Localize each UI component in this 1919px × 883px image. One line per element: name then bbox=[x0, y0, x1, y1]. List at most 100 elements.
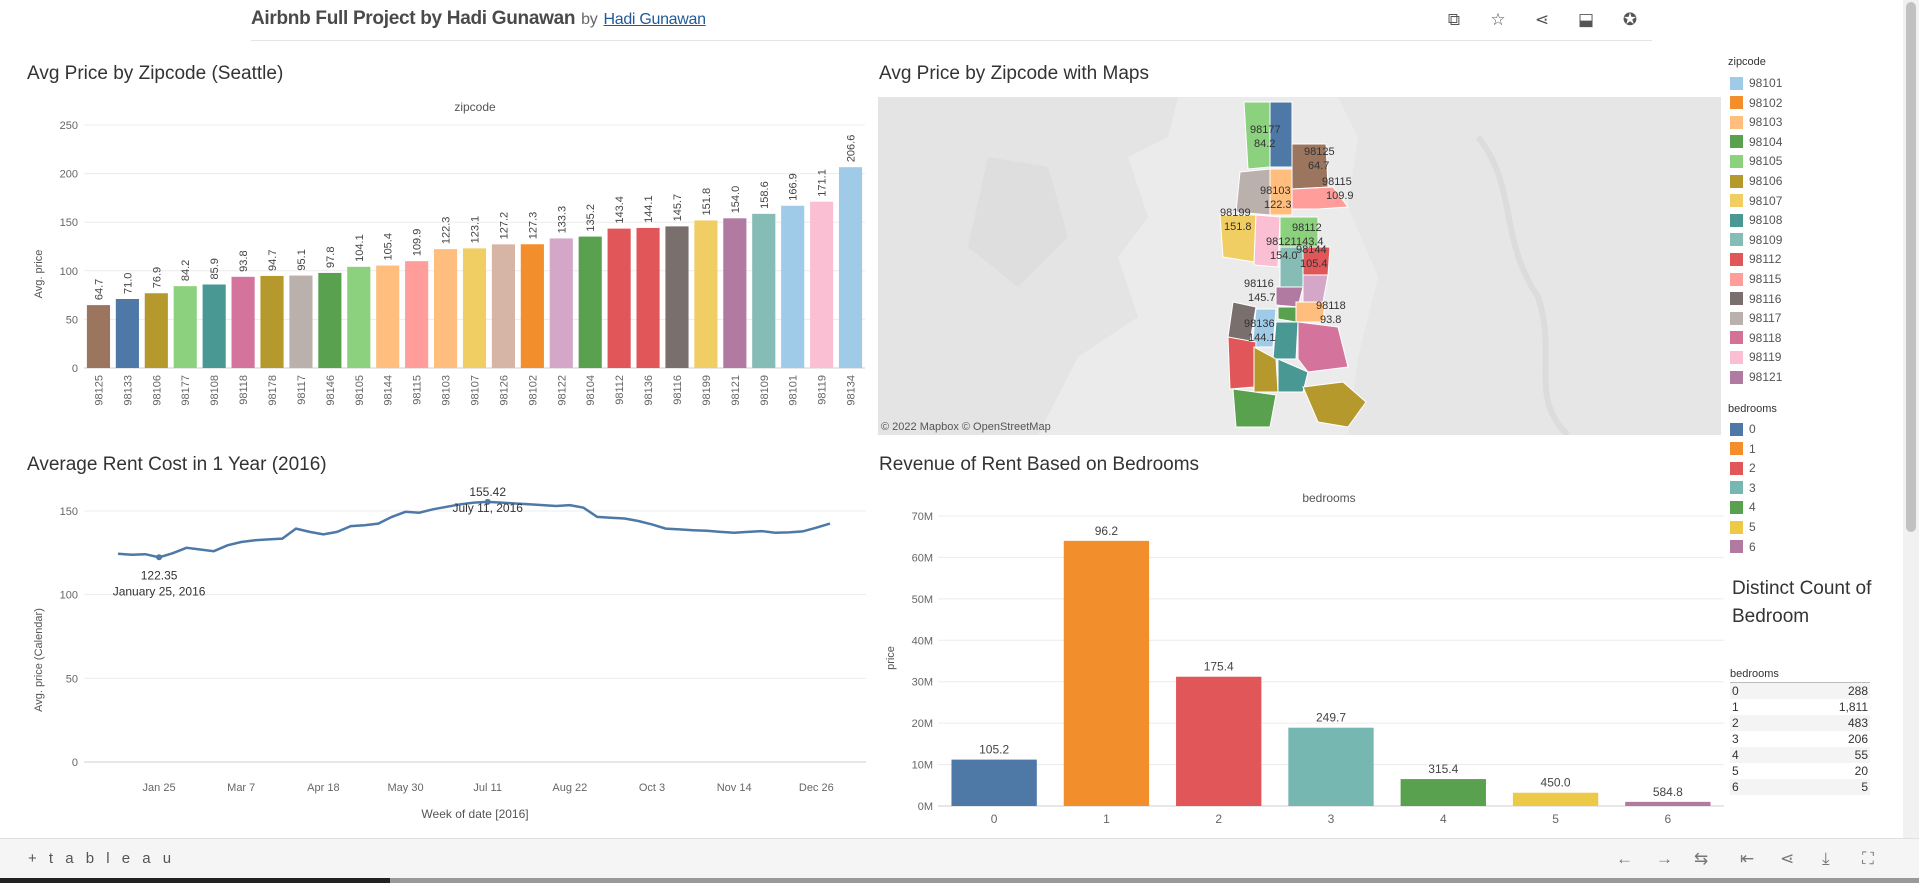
scrollbar-thumb[interactable] bbox=[1906, 2, 1916, 532]
map-zip-region[interactable] bbox=[1302, 274, 1329, 303]
zip-xtick-label: 98109 bbox=[759, 375, 771, 406]
map-zip-region[interactable] bbox=[1232, 388, 1277, 428]
bed-bar[interactable] bbox=[1288, 727, 1374, 806]
zip-bar-value-label: 166.9 bbox=[788, 173, 800, 201]
zip-bar[interactable] bbox=[173, 286, 197, 368]
zipcode-legend-item[interactable]: 98101 bbox=[1730, 74, 1782, 92]
map-zip-region[interactable] bbox=[1269, 168, 1293, 216]
zip-bar[interactable] bbox=[289, 275, 313, 368]
zip-bar[interactable] bbox=[405, 261, 429, 368]
zipcode-legend-item[interactable]: 98102 bbox=[1730, 94, 1782, 112]
redo-icon[interactable]: → bbox=[1656, 849, 1673, 868]
bed-bar[interactable] bbox=[1625, 801, 1711, 806]
zipcode-legend-item[interactable]: 98108 bbox=[1730, 211, 1782, 229]
map-zip-region[interactable] bbox=[1297, 321, 1349, 373]
bed-ytick-label: 10M bbox=[912, 760, 933, 772]
map-zip-label: 98125 bbox=[1304, 146, 1335, 158]
zip-bar[interactable] bbox=[578, 236, 602, 368]
undo-icon[interactable]: ← bbox=[1616, 849, 1633, 868]
map-zip-region[interactable] bbox=[1277, 358, 1309, 393]
zip-bar[interactable] bbox=[202, 284, 226, 368]
bedrooms-legend-item[interactable]: 1 bbox=[1730, 440, 1756, 458]
revert-all-icon[interactable]: ⇤ bbox=[1740, 849, 1755, 868]
map-zip-region[interactable] bbox=[1251, 308, 1277, 348]
zip-bar[interactable] bbox=[810, 201, 834, 368]
line-ytick-label: 100 bbox=[60, 590, 78, 602]
line-annotation-point[interactable] bbox=[156, 554, 163, 561]
fullscreen-icon[interactable]: ⛶ bbox=[1862, 849, 1874, 868]
copy-icon[interactable]: ⧉ bbox=[1447, 10, 1461, 29]
zipcode-legend-item[interactable]: 98109 bbox=[1730, 231, 1782, 249]
zip-xtick-label: 98126 bbox=[498, 375, 510, 406]
zip-bar[interactable] bbox=[86, 305, 111, 368]
zip-bar[interactable] bbox=[781, 205, 805, 368]
bed-bar[interactable] bbox=[951, 759, 1037, 806]
zipcode-legend-item[interactable]: 98105 bbox=[1730, 152, 1782, 170]
zipcode-legend-item[interactable]: 98117 bbox=[1730, 309, 1781, 327]
zipcode-legend-item[interactable]: 98103 bbox=[1730, 113, 1782, 131]
zip-bar[interactable] bbox=[115, 298, 139, 368]
line-annotation-point[interactable] bbox=[484, 498, 491, 505]
header-divider bbox=[251, 40, 1652, 41]
bedrooms-legend-swatch bbox=[1730, 481, 1743, 495]
zipcode-legend-item[interactable]: 98115 bbox=[1730, 270, 1781, 288]
zipcode-legend-item[interactable]: 98104 bbox=[1730, 133, 1782, 151]
zip-bar[interactable] bbox=[347, 266, 371, 368]
footer-share-icon[interactable]: ⋖ bbox=[1780, 849, 1795, 868]
zip-bar[interactable] bbox=[665, 226, 689, 368]
zip-bar[interactable] bbox=[434, 249, 458, 368]
author-link[interactable]: Hadi Gunawan bbox=[603, 11, 706, 28]
zip-bar[interactable] bbox=[636, 227, 660, 368]
zip-xtick-label: 98133 bbox=[122, 375, 134, 406]
zip-bar[interactable] bbox=[318, 272, 342, 368]
line-series-path[interactable] bbox=[117, 500, 831, 559]
map-zip-region[interactable] bbox=[1227, 336, 1257, 390]
zipcode-legend-item[interactable]: 98119 bbox=[1730, 348, 1781, 366]
bedrooms-legend-item[interactable]: 3 bbox=[1730, 479, 1756, 497]
zip-bar[interactable] bbox=[231, 276, 255, 368]
download-icon[interactable]: ⤓ bbox=[1822, 849, 1830, 868]
zip-bar[interactable] bbox=[491, 244, 515, 368]
zip-bar[interactable] bbox=[520, 244, 544, 368]
bedrooms-legend-item[interactable]: 4 bbox=[1730, 498, 1756, 516]
map-zip-region[interactable] bbox=[1302, 381, 1367, 428]
map-zip-region[interactable] bbox=[1272, 321, 1299, 360]
zipcode-legend-item[interactable]: 98107 bbox=[1730, 192, 1782, 210]
distinct-count-row: 0 288 bbox=[1730, 683, 1870, 699]
badge-icon[interactable]: ✪ bbox=[1622, 10, 1638, 29]
zip-bar[interactable] bbox=[144, 293, 168, 368]
zip-ytick-label: 100 bbox=[60, 266, 78, 278]
zip-bar-value-label: 154.0 bbox=[730, 186, 742, 214]
zip-bar[interactable] bbox=[694, 220, 718, 368]
zip-bar[interactable] bbox=[260, 275, 284, 368]
bed-bar[interactable] bbox=[1176, 676, 1262, 806]
zipcode-map[interactable]: 98177 84.2 98125 64.7 98115 109.9 98103 122.3 98… bbox=[878, 97, 1721, 435]
zip-bar[interactable] bbox=[462, 248, 487, 368]
zipcode-legend-item[interactable]: 98112 bbox=[1730, 250, 1781, 268]
star-icon[interactable]: ☆ bbox=[1490, 10, 1506, 29]
zip-bar[interactable] bbox=[838, 167, 863, 368]
zip-bar[interactable] bbox=[607, 228, 631, 368]
zipcode-legend-item[interactable]: 98106 bbox=[1730, 172, 1782, 190]
bed-bar[interactable] bbox=[1063, 540, 1150, 806]
bedrooms-legend-item[interactable]: 6 bbox=[1730, 538, 1756, 556]
map-graphic: 9817784.29812564.798115109.998103122.398… bbox=[878, 97, 1721, 435]
revert-icon[interactable]: ⇆ bbox=[1694, 849, 1709, 868]
bed-bar[interactable] bbox=[1400, 779, 1486, 806]
comment-icon[interactable]: ⬓ bbox=[1577, 10, 1595, 29]
bedrooms-legend-item[interactable]: 0 bbox=[1730, 420, 1756, 438]
zipcode-legend-item[interactable]: 98118 bbox=[1730, 329, 1781, 347]
map-zip-region[interactable] bbox=[1253, 214, 1281, 268]
zipcode-legend-item[interactable]: 98121 bbox=[1730, 368, 1782, 386]
tableau-logo[interactable]: + t a b l e a u bbox=[28, 850, 176, 867]
zip-bar[interactable] bbox=[549, 238, 573, 368]
zipcode-legend-item[interactable]: 98116 bbox=[1730, 290, 1781, 308]
zip-bar[interactable] bbox=[376, 265, 400, 368]
bed-bar[interactable] bbox=[1512, 792, 1599, 806]
bedrooms-legend-item[interactable]: 2 bbox=[1730, 459, 1756, 477]
share-icon[interactable]: ⋖ bbox=[1534, 10, 1550, 29]
bedrooms-legend-item[interactable]: 5 bbox=[1730, 518, 1756, 536]
zip-bar[interactable] bbox=[723, 218, 747, 368]
zip-bar[interactable] bbox=[752, 213, 776, 368]
map-zip-region[interactable] bbox=[1295, 301, 1326, 323]
